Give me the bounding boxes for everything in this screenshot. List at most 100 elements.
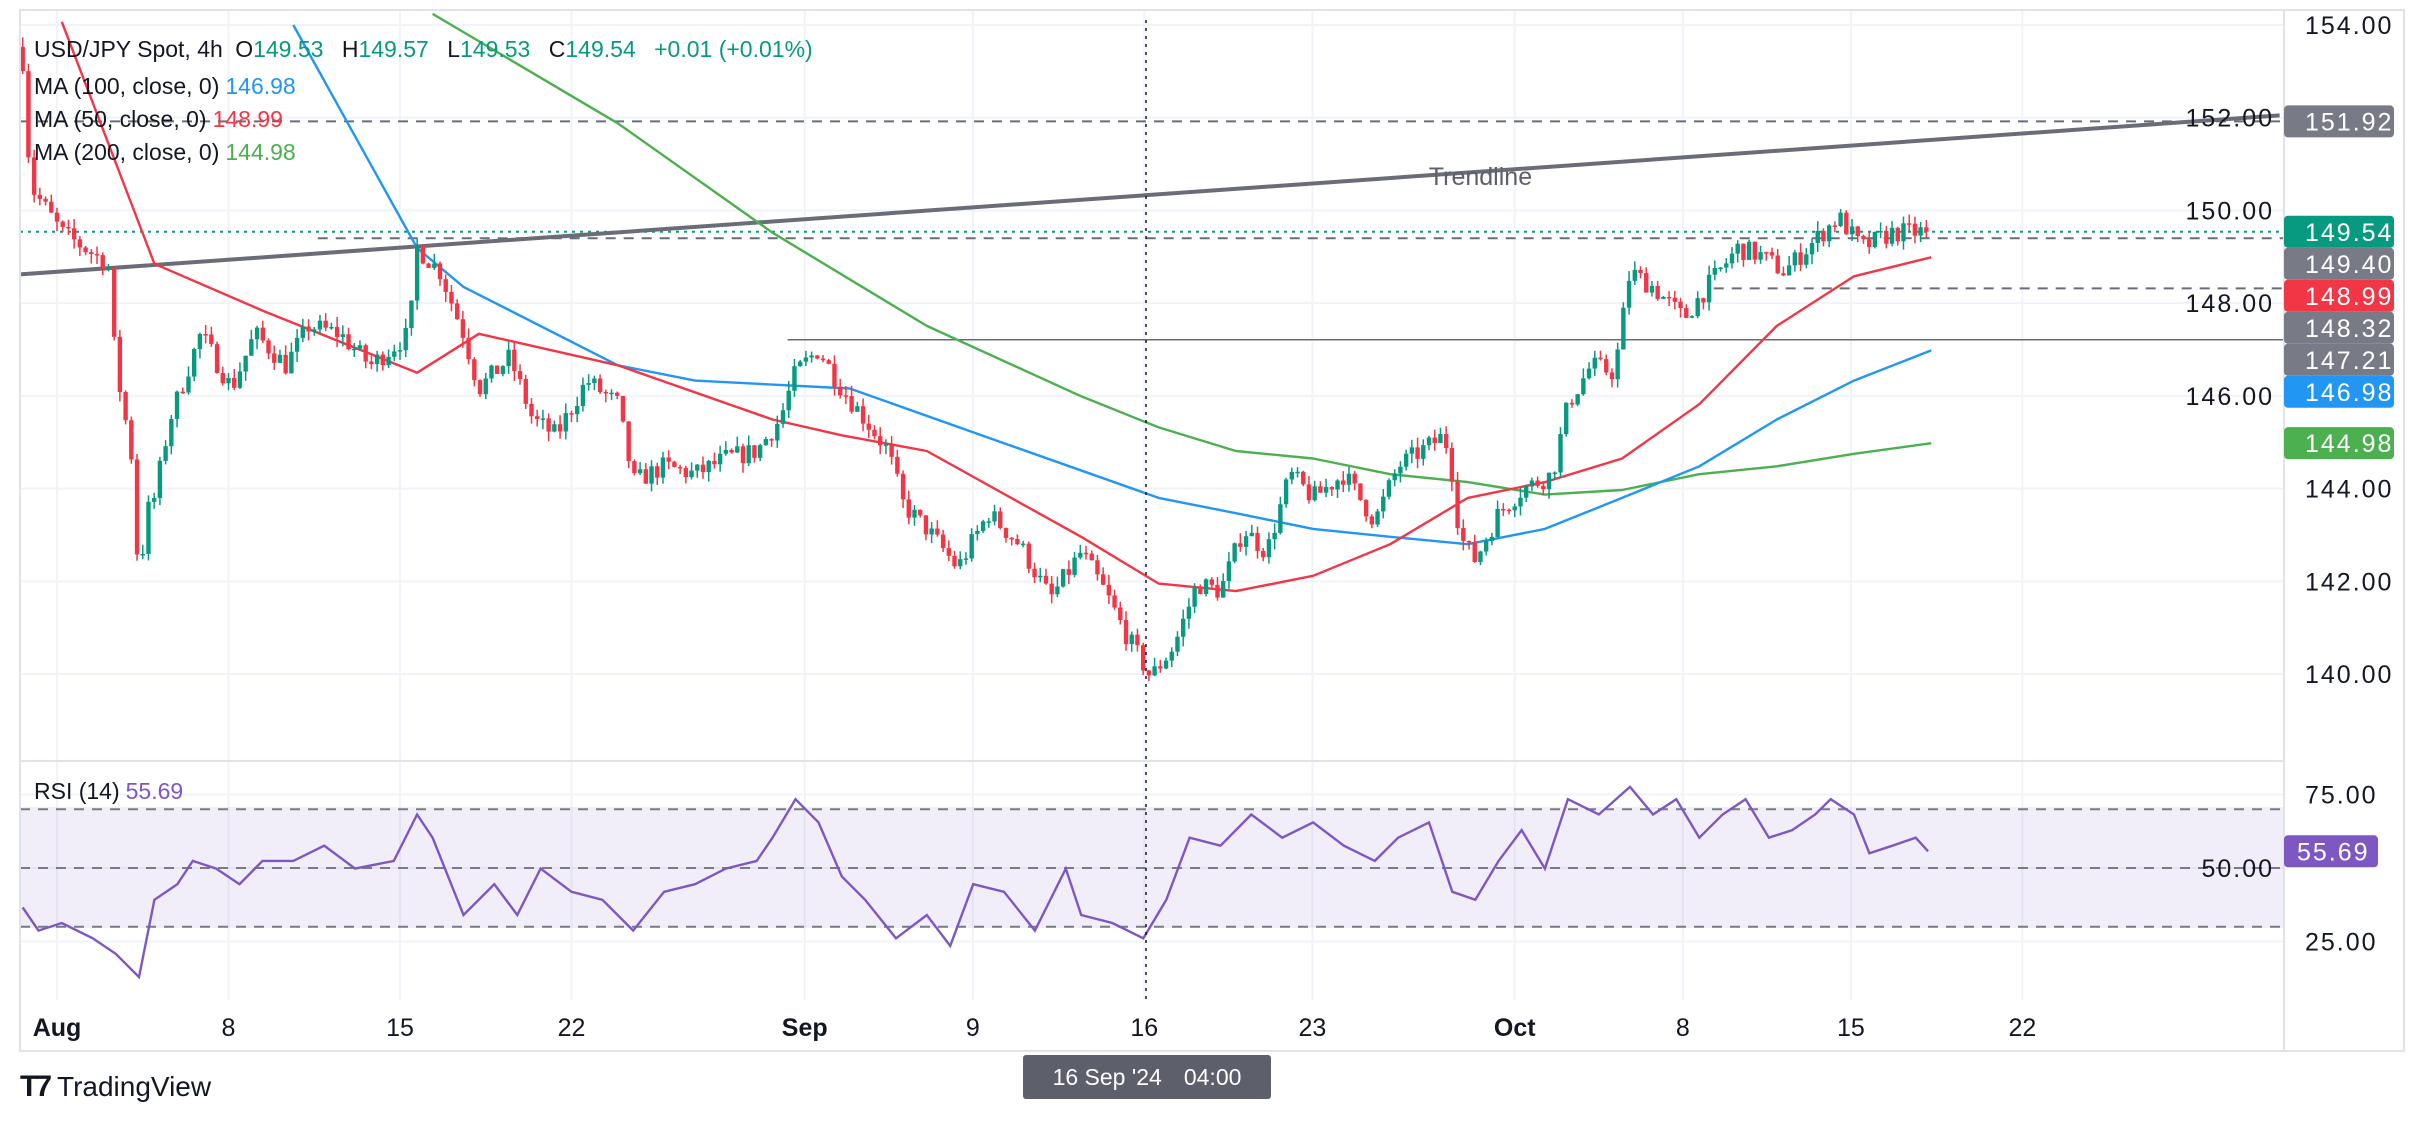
trendline[interactable]	[19, 113, 2280, 277]
candle-body	[1198, 587, 1203, 594]
candle-body	[1786, 265, 1792, 276]
rsi-band-fill	[20, 807, 2284, 928]
candle-body	[1158, 666, 1163, 669]
candle-body	[752, 445, 757, 458]
candle-body	[1043, 575, 1049, 584]
legend-rsi[interactable]: RSI (14) 55.69	[34, 776, 189, 806]
candle-body	[1569, 402, 1575, 405]
candle-body	[1318, 486, 1323, 493]
candle-body	[374, 354, 380, 365]
candle-body	[392, 351, 397, 357]
candle-body	[597, 378, 603, 393]
candle-body	[632, 461, 637, 474]
candle-body	[1323, 487, 1329, 493]
candle-body	[603, 392, 608, 394]
candle-body	[1221, 581, 1226, 598]
candle-body	[1506, 509, 1512, 512]
candle-body	[1078, 552, 1083, 558]
candle-body	[723, 449, 729, 454]
candle-body	[186, 376, 191, 393]
candle-body	[37, 194, 43, 199]
candle-body	[1615, 349, 1620, 380]
candle-body	[1918, 227, 1923, 236]
candle-body	[1489, 536, 1495, 541]
rsi-tick-label: 25.00	[2305, 929, 2378, 957]
candle-body	[1466, 540, 1472, 543]
tradingview-logo[interactable]: T7 TradingView	[20, 1070, 211, 1104]
candle-body	[1672, 297, 1678, 302]
candle-body	[1586, 368, 1592, 379]
candle-body	[1415, 447, 1420, 459]
candle-body	[289, 351, 294, 374]
candle-body	[923, 515, 929, 535]
candle-body	[540, 418, 546, 420]
candle-body	[277, 354, 283, 363]
candle-body	[1764, 252, 1769, 254]
horizontal-levels	[20, 120, 2284, 341]
candle-body	[432, 263, 437, 268]
candle-body	[958, 559, 963, 567]
candle-body	[912, 509, 917, 518]
price-axis[interactable]: 154.00 152.00 150.00 148.00 146.00 144.00 142.…	[2186, 12, 2394, 957]
candle-body	[346, 334, 351, 350]
candle-body	[1072, 557, 1077, 575]
candle-body	[1306, 484, 1312, 501]
candle-body	[1152, 666, 1157, 676]
candle-body	[895, 456, 900, 474]
rsi-value: 55.69	[125, 778, 184, 804]
time-tick-label: Aug	[33, 1014, 82, 1042]
candle-body	[763, 439, 769, 446]
ma100-value: 146.98	[225, 73, 296, 99]
candle-body	[283, 354, 288, 374]
candle-body	[157, 460, 163, 498]
legend-ma200[interactable]: MA (200, close, 0) 144.98	[34, 137, 302, 167]
candle-body	[1100, 574, 1106, 585]
price-badge-box	[2284, 215, 2394, 248]
candle-body	[1872, 231, 1878, 248]
candle-body	[1226, 561, 1232, 582]
close-label: C	[548, 36, 566, 62]
candle-body	[1604, 359, 1609, 373]
candle-body	[1724, 263, 1729, 268]
candle-body	[1661, 296, 1666, 299]
candle-body	[1055, 586, 1060, 595]
candle-body	[49, 201, 54, 213]
candle-body	[1581, 378, 1586, 395]
candle-body	[460, 319, 466, 338]
candle-body	[620, 395, 626, 422]
candle-body	[786, 390, 791, 411]
candle-body	[1575, 394, 1580, 405]
time-axis[interactable]: Aug 8 15 22 Sep 9 16 23 Oct 8 15 22	[33, 1014, 2037, 1042]
ma50-line	[60, 21, 1932, 593]
candle-body	[775, 423, 780, 441]
candle-body	[1169, 651, 1174, 661]
candle-body	[940, 534, 946, 549]
crosshair-time-label: 16 Sep '24 04:00	[1023, 1055, 1271, 1099]
candle-body	[1083, 552, 1089, 555]
candle-body	[1495, 508, 1500, 537]
candle-body	[1695, 298, 1700, 317]
close-value: 149.54	[565, 36, 636, 62]
candle-body	[1907, 223, 1912, 225]
rsi-line	[21, 785, 1929, 980]
legend-ma50[interactable]: MA (50, close, 0) 148.99	[34, 104, 289, 134]
time-tick-label: 22	[2008, 1014, 2036, 1042]
candle-body	[1329, 487, 1335, 490]
candle-body	[1438, 433, 1443, 444]
time-tick-label: 9	[966, 1014, 980, 1042]
candle-body	[1015, 538, 1020, 545]
gridlines	[20, 10, 2284, 1000]
candle-body	[1312, 486, 1317, 501]
legend-ma100[interactable]: MA (100, close, 0) 146.98	[34, 71, 302, 101]
candle-body	[117, 336, 123, 393]
open-label: O	[235, 36, 254, 62]
candle-body	[449, 291, 454, 304]
symbol-title[interactable]: USD/JPY Spot, 4h	[34, 36, 223, 62]
candle-body	[100, 255, 105, 270]
candle-body	[1815, 230, 1820, 244]
tradingview-logo-icon: T7	[20, 1070, 52, 1103]
candle-body	[575, 406, 580, 415]
crosshair-time: 04:00	[1183, 1063, 1242, 1090]
candle-body	[746, 445, 751, 464]
